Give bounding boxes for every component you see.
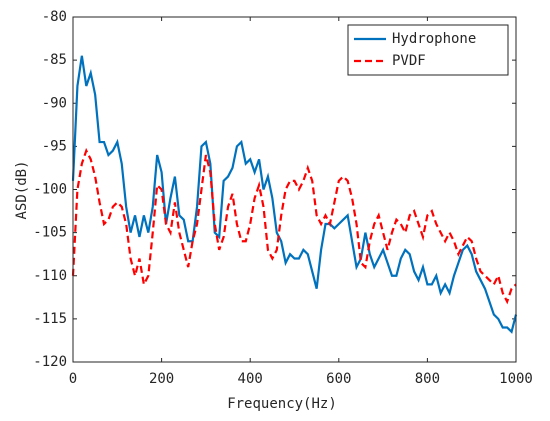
y-tick-label: -90 [42,95,67,111]
y-tick-label: -120 [33,354,67,370]
legend-label: Hydrophone [392,31,476,47]
x-tick-label: 800 [415,371,440,387]
legend-label: PVDF [392,53,426,69]
axes-box [72,16,517,363]
data-line [71,55,518,334]
y-tick-label: -115 [33,311,67,327]
y-tick-label: -95 [42,138,67,154]
y-tick-label: -80 [42,9,67,25]
x-axis-label: Frequency(Hz) [227,396,337,412]
y-tick-label: -85 [42,52,67,68]
data-line [71,147,517,305]
y-tick-label: -100 [33,182,67,198]
x-tick-label: 0 [69,371,77,387]
y-tick-label: -105 [33,225,67,241]
x-tick-label: 400 [238,371,263,387]
x-tick-label: 200 [149,371,174,387]
y-axis-label: ASD(dB) [14,160,30,219]
y-tick-label: -110 [33,268,67,284]
x-tick-label: 1000 [499,371,533,387]
x-tick-label: 600 [326,371,351,387]
legend-box [347,24,509,76]
